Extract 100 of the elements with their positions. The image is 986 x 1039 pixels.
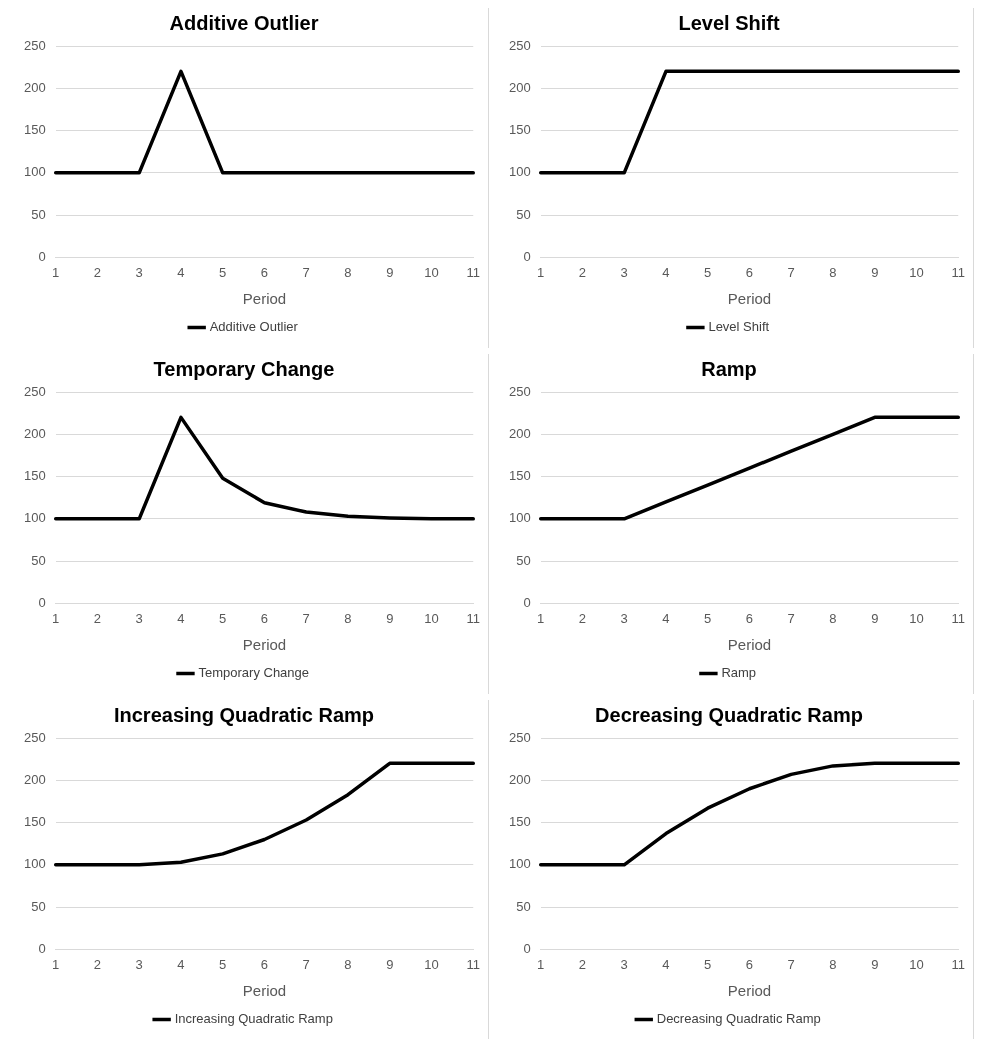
y-tick-label: 0 — [523, 594, 531, 610]
y-tick-label: 100 — [23, 856, 46, 872]
x-tick-label: 4 — [177, 956, 185, 972]
x-tick-label: 8 — [829, 610, 837, 626]
chart-title: Increasing Quadratic Ramp — [113, 703, 375, 726]
y-tick-label: 100 — [508, 164, 531, 180]
x-tick-label: 2 — [578, 264, 587, 280]
chart-title: Decreasing Quadratic Ramp — [595, 703, 863, 726]
y-tick-label: 150 — [508, 468, 531, 484]
x-tick-label: 1 — [537, 956, 545, 972]
y-tick-label: 50 — [516, 898, 531, 914]
x-tick-label: 1 — [52, 264, 60, 280]
x-tick-label: 3 — [135, 264, 143, 280]
x-tick-label: 11 — [466, 264, 480, 280]
y-tick-label: 250 — [508, 383, 531, 399]
x-tick-label: 9 — [871, 956, 879, 972]
y-tick-label: 100 — [23, 164, 46, 180]
x-tick-label: 3 — [620, 610, 628, 626]
y-tick-label: 200 — [23, 79, 46, 95]
y-tick-label: 150 — [508, 814, 531, 830]
x-tick-label: 10 — [424, 610, 439, 626]
y-tick-label: 50 — [31, 206, 46, 222]
x-tick-label: 5 — [704, 610, 712, 626]
y-tick-label: 200 — [23, 425, 46, 441]
x-tick-label: 11 — [951, 610, 965, 626]
x-tick-label: 9 — [386, 956, 394, 972]
x-tick-label: 1 — [52, 610, 60, 626]
x-tick-label: 7 — [302, 264, 310, 280]
chart-title: Ramp — [701, 357, 757, 380]
x-tick-label: 6 — [745, 610, 754, 626]
y-tick-label: 100 — [508, 510, 531, 526]
x-tick-label: 11 — [951, 956, 965, 972]
y-tick-label: 0 — [523, 248, 531, 264]
y-tick-label: 0 — [38, 248, 46, 264]
y-tick-label: 200 — [23, 771, 46, 787]
chart-title: Level Shift — [678, 11, 780, 34]
x-tick-label: 6 — [260, 956, 269, 972]
x-tick-label: 6 — [745, 264, 754, 280]
x-tick-label: 8 — [829, 956, 837, 972]
x-tick-label: 7 — [302, 610, 310, 626]
x-tick-label: 11 — [466, 956, 480, 972]
x-tick-label: 7 — [302, 956, 310, 972]
x-tick-label: 7 — [787, 956, 795, 972]
x-tick-label: 2 — [578, 956, 587, 972]
x-tick-label: 2 — [93, 264, 102, 280]
x-tick-label: 9 — [386, 264, 394, 280]
x-tick-label: 5 — [219, 610, 227, 626]
x-tick-label: 1 — [537, 610, 545, 626]
x-axis-title: Period — [727, 636, 772, 654]
y-tick-label: 200 — [508, 79, 531, 95]
y-tick-label: 50 — [516, 206, 531, 222]
x-tick-label: 4 — [662, 956, 670, 972]
x-tick-label: 2 — [578, 610, 587, 626]
y-tick-label: 0 — [38, 594, 46, 610]
x-tick-label: 9 — [871, 610, 879, 626]
x-tick-label: 6 — [260, 610, 269, 626]
x-tick-label: 2 — [93, 610, 102, 626]
y-tick-label: 150 — [23, 122, 46, 138]
x-tick-label: 5 — [219, 956, 227, 972]
x-tick-label: 11 — [466, 610, 480, 626]
y-tick-label: 250 — [23, 37, 46, 53]
x-tick-label: 8 — [344, 610, 352, 626]
legend-label: Increasing Quadratic Ramp — [174, 1011, 333, 1027]
x-tick-label: 5 — [219, 264, 227, 280]
x-tick-label: 3 — [620, 264, 628, 280]
x-tick-label: 4 — [177, 264, 185, 280]
x-tick-label: 8 — [829, 264, 837, 280]
x-tick-label: 5 — [704, 264, 712, 280]
y-tick-label: 150 — [23, 814, 46, 830]
x-tick-label: 3 — [135, 956, 143, 972]
x-tick-label: 8 — [344, 956, 352, 972]
x-tick-label: 3 — [135, 610, 143, 626]
x-tick-label: 6 — [745, 956, 754, 972]
x-tick-label: 1 — [537, 264, 545, 280]
x-tick-label: 6 — [260, 264, 269, 280]
y-tick-label: 150 — [508, 122, 531, 138]
y-tick-label: 100 — [23, 510, 46, 526]
x-tick-label: 10 — [909, 610, 924, 626]
legend-label: Decreasing Quadratic Ramp — [656, 1011, 821, 1027]
y-tick-label: 50 — [31, 898, 46, 914]
x-tick-label: 10 — [424, 264, 439, 280]
y-tick-label: 100 — [508, 856, 531, 872]
chart-title: Temporary Change — [153, 357, 335, 380]
x-tick-label: 8 — [344, 264, 352, 280]
legend-label: Temporary Change — [198, 665, 310, 681]
legend-label: Ramp — [721, 665, 757, 681]
y-tick-label: 50 — [31, 552, 46, 568]
x-tick-label: 4 — [177, 610, 185, 626]
x-tick-label: 5 — [704, 956, 712, 972]
x-tick-label: 10 — [424, 956, 439, 972]
y-tick-label: 250 — [508, 37, 531, 53]
y-tick-label: 250 — [23, 729, 46, 745]
x-tick-label: 10 — [909, 956, 924, 972]
x-tick-label: 1 — [52, 956, 60, 972]
x-tick-label: 9 — [386, 610, 394, 626]
x-axis-title: Period — [727, 982, 772, 1000]
x-axis-title: Period — [242, 982, 287, 1000]
x-tick-label: 9 — [871, 264, 879, 280]
y-tick-label: 200 — [508, 771, 531, 787]
x-tick-label: 4 — [662, 264, 670, 280]
